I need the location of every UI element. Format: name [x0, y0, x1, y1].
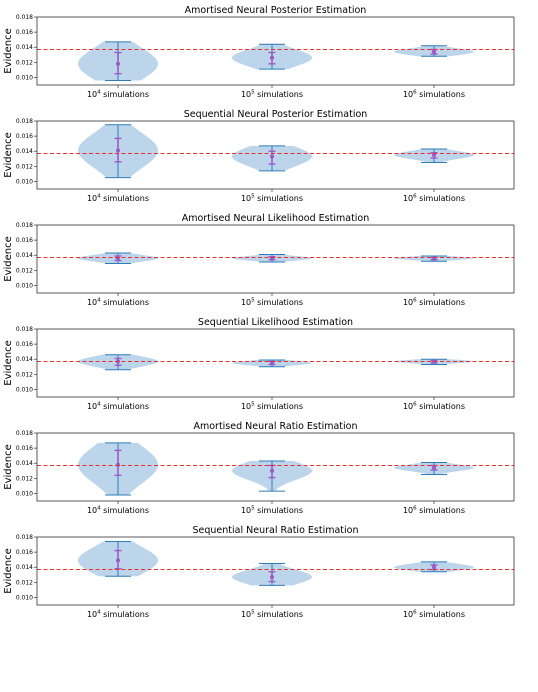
subplot-title: Amortised Neural Likelihood Estimation: [182, 213, 370, 224]
axes-frame: [36, 120, 515, 190]
median-marker: [115, 61, 121, 66]
subplot: Amortised Neural Posterior Estimation Evi…: [3, 5, 515, 100]
x-tick-label: 106 simulations: [403, 506, 465, 516]
median-marker: [115, 148, 121, 153]
y-tick-label: 0.018: [16, 326, 33, 333]
y-tick-label: 0.018: [16, 222, 33, 229]
x-tick-label: 106 simulations: [403, 610, 465, 620]
x-tick-label: 106 simulations: [403, 90, 465, 100]
axes-frame: [36, 536, 515, 606]
y-tick-label: 0.010: [16, 178, 33, 185]
median-marker: [269, 256, 275, 261]
x-tick-label: 104 simulations: [87, 402, 149, 412]
y-tick-label: 0.014: [16, 252, 33, 259]
median-marker: [431, 49, 437, 54]
median-marker: [269, 55, 275, 60]
y-tick-label: 0.016: [16, 237, 33, 244]
y-tick-label: 0.010: [16, 490, 33, 497]
median-marker: [431, 565, 437, 570]
y-tick-label: 0.010: [16, 594, 33, 601]
y-tick-label: 0.018: [16, 14, 33, 21]
y-axis-label: Evidence: [3, 132, 14, 178]
x-tick-label: 105 simulations: [241, 298, 303, 308]
subplot: Sequential Neural Ratio Estimation Eviden…: [3, 525, 515, 620]
median-marker: [269, 468, 275, 473]
median-marker: [115, 558, 121, 563]
y-tick-label: 0.012: [16, 371, 33, 378]
subplot-title: Amortised Neural Ratio Estimation: [193, 421, 357, 432]
y-axis-label: Evidence: [3, 548, 14, 594]
y-tick-label: 0.014: [16, 564, 33, 571]
y-tick-label: 0.016: [16, 445, 33, 452]
subplot-title: Amortised Neural Posterior Estimation: [185, 5, 367, 16]
y-axis-label: Evidence: [3, 28, 14, 74]
y-tick-label: 0.016: [16, 133, 33, 140]
y-tick-label: 0.012: [16, 163, 33, 170]
axes-frame: [36, 432, 515, 502]
y-tick-label: 0.010: [16, 74, 33, 81]
x-tick-label: 104 simulations: [87, 298, 149, 308]
subplot: Sequential Likelihood Estimation Evidence…: [3, 317, 515, 412]
y-tick-label: 0.014: [16, 44, 33, 51]
y-axis-label: Evidence: [3, 340, 14, 386]
y-tick-label: 0.018: [16, 534, 33, 541]
median-marker: [115, 462, 121, 467]
x-tick-label: 104 simulations: [87, 506, 149, 516]
x-tick-label: 105 simulations: [241, 610, 303, 620]
x-tick-label: 106 simulations: [403, 194, 465, 204]
x-tick-label: 106 simulations: [403, 298, 465, 308]
subplot: Amortised Neural Likelihood Estimation Ev…: [3, 213, 515, 308]
x-tick-label: 105 simulations: [241, 194, 303, 204]
y-tick-label: 0.012: [16, 267, 33, 274]
x-tick-label: 104 simulations: [87, 90, 149, 100]
x-tick-label: 104 simulations: [87, 610, 149, 620]
y-axis-label: Evidence: [3, 444, 14, 490]
y-tick-label: 0.012: [16, 579, 33, 586]
y-tick-label: 0.012: [16, 59, 33, 66]
subplot-title: Sequential Likelihood Estimation: [198, 317, 353, 328]
y-tick-label: 0.018: [16, 118, 33, 125]
x-tick-label: 106 simulations: [403, 402, 465, 412]
y-tick-label: 0.012: [16, 475, 33, 482]
y-tick-label: 0.010: [16, 386, 33, 393]
y-tick-label: 0.016: [16, 549, 33, 556]
subplot: Sequential Neural Posterior Estimation Ev…: [3, 109, 515, 204]
median-marker: [431, 256, 437, 261]
axes-frame: [36, 224, 515, 294]
y-tick-label: 0.018: [16, 430, 33, 437]
axes-frame: [36, 328, 515, 398]
y-tick-label: 0.014: [16, 460, 33, 467]
x-tick-label: 105 simulations: [241, 90, 303, 100]
x-tick-label: 105 simulations: [241, 402, 303, 412]
median-marker: [269, 574, 275, 580]
y-tick-label: 0.010: [16, 282, 33, 289]
median-marker: [269, 154, 275, 159]
y-tick-label: 0.016: [16, 29, 33, 36]
y-tick-label: 0.014: [16, 148, 33, 155]
subplot-title: Sequential Neural Ratio Estimation: [193, 525, 359, 536]
subplot-title: Sequential Neural Posterior Estimation: [184, 109, 368, 120]
median-marker: [115, 256, 121, 261]
y-tick-label: 0.014: [16, 356, 33, 363]
median-marker: [431, 465, 437, 470]
x-tick-label: 105 simulations: [241, 506, 303, 516]
y-tick-label: 0.016: [16, 341, 33, 348]
subplot: Amortised Neural Ratio Estimation Evidenc…: [3, 421, 515, 516]
y-axis-label: Evidence: [3, 236, 14, 282]
axes-frame: [36, 16, 515, 86]
x-tick-label: 104 simulations: [87, 194, 149, 204]
